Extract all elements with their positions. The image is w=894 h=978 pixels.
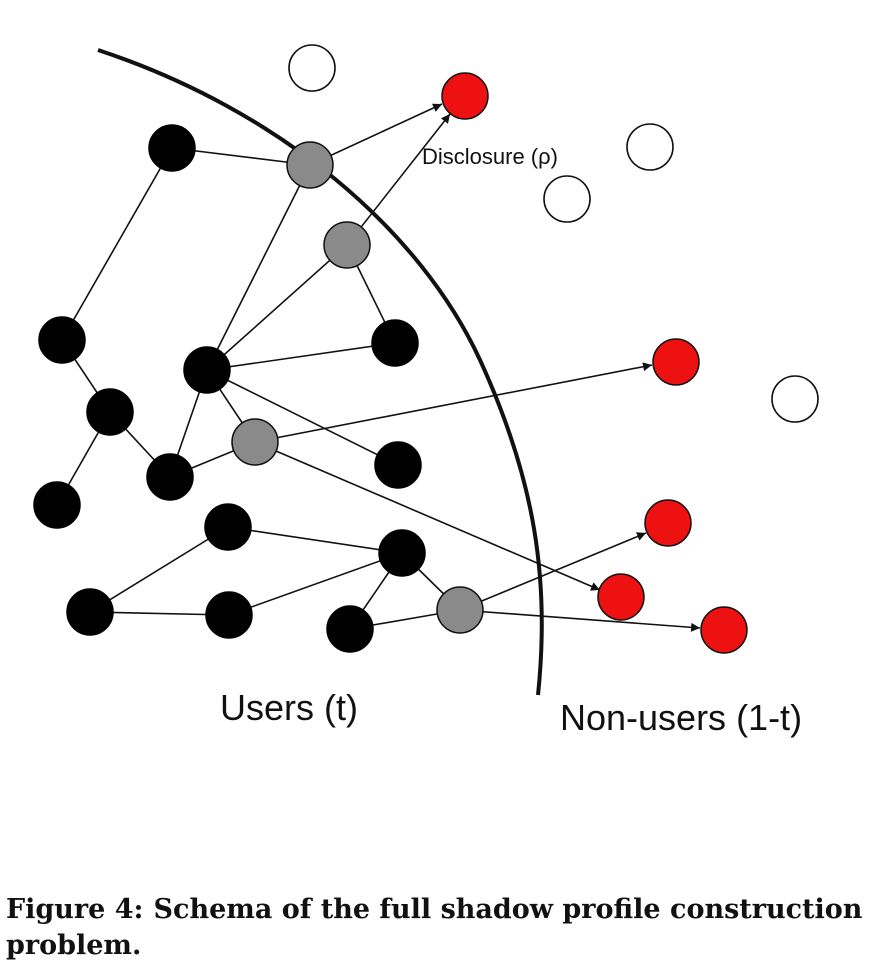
disclosed-nonuser-node xyxy=(597,573,645,621)
user-node xyxy=(326,605,374,653)
edge xyxy=(206,369,399,466)
user-node xyxy=(378,529,426,577)
bridge-user-node xyxy=(436,586,484,634)
caption-prefix: Figure 4: xyxy=(6,894,144,925)
disclosure-arrow xyxy=(254,362,653,443)
shadow-profile-diagram: Disclosure (ρ) Users (t) Non-users (1-t) xyxy=(33,44,819,738)
edge xyxy=(228,552,403,616)
user-node xyxy=(86,388,134,436)
user-node xyxy=(374,441,422,489)
user-node xyxy=(33,481,81,529)
disclosed-nonuser-node xyxy=(441,72,489,120)
user-boundary-curve xyxy=(97,48,544,696)
bridge-user-node xyxy=(323,221,371,269)
hidden-nonuser-node xyxy=(771,375,819,423)
disclosure-arrows xyxy=(254,103,701,632)
user-nodes xyxy=(33,124,426,653)
disclosure-arrow xyxy=(254,441,601,591)
disclosed-nonuser-node xyxy=(700,606,748,654)
disclosure-arrow xyxy=(346,113,451,246)
user-node xyxy=(204,503,252,551)
bridge-user-node xyxy=(286,141,334,189)
disclosed-nonuser-node xyxy=(644,499,692,547)
user-node xyxy=(146,453,194,501)
figure-caption: Figure 4: Schema of the full shadow profi… xyxy=(6,892,890,964)
user-node xyxy=(205,591,253,639)
user-node xyxy=(183,346,231,394)
disclosure-arrow xyxy=(459,532,647,611)
users-region-label: Users (t) xyxy=(220,687,358,728)
hidden-nonuser-node xyxy=(626,123,674,171)
edge xyxy=(206,164,311,371)
bridge-user-nodes xyxy=(231,141,484,634)
edge xyxy=(61,147,173,341)
disclosure-arrow xyxy=(459,609,701,632)
hidden-nonuser-node xyxy=(543,175,591,223)
user-node xyxy=(38,316,86,364)
disclosure-label: Disclosure (ρ) xyxy=(422,144,558,169)
hidden-nonuser-node xyxy=(288,44,336,92)
disclosed-nonuser-nodes xyxy=(441,72,748,654)
nonusers-region-label: Non-users (1-t) xyxy=(560,697,802,738)
user-node xyxy=(371,319,419,367)
disclosure-arrow xyxy=(309,103,443,166)
user-node xyxy=(66,588,114,636)
edge xyxy=(227,526,403,554)
caption-text: Schema of the full shadow profile constr… xyxy=(6,894,863,961)
bridge-user-node xyxy=(231,418,279,466)
hidden-nonuser-nodes xyxy=(288,44,819,423)
disclosed-nonuser-node xyxy=(652,338,700,386)
user-node xyxy=(148,124,196,172)
edge xyxy=(206,342,396,371)
edge xyxy=(89,526,229,613)
edge xyxy=(206,244,348,371)
